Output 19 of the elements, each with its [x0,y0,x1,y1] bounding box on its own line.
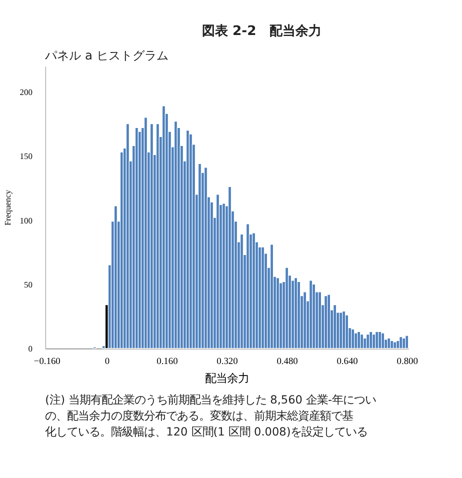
x-tick-label: 0.480 [276,356,298,367]
y-tick-label: 150 [20,151,32,162]
text: 化している。階級幅は、120 区間(1 区間 0.008)を設定している [45,425,368,438]
x-tick-label: 0.160 [156,356,178,367]
x-tick-label: −0.160 [34,356,61,367]
text: の、配当余力の度数分布である。変数は、前期末総資産額で基 [45,409,354,422]
x-tick-label: 0.800 [396,356,418,367]
y-axis-title: Frequency [2,189,12,226]
x-axis-title: 配当余力 [205,372,250,385]
chart-title: 図表 2-2 配当余力 [202,24,322,40]
text: (注) 当期有配企業のうち前期配当を維持した 8,560 企業-年につい [45,393,376,406]
y-tick-label: 200 [20,87,32,98]
y-tick-label: 50 [24,280,32,290]
y-tick-label: 0 [28,344,32,354]
chart-subtitle: パネル a ヒストグラム [44,48,168,63]
y-tick-label: 100 [20,215,32,226]
x-tick-label: 0.640 [336,356,358,367]
x-tick-label: 0 [104,356,110,367]
x-tick-label: 0.320 [216,356,238,367]
